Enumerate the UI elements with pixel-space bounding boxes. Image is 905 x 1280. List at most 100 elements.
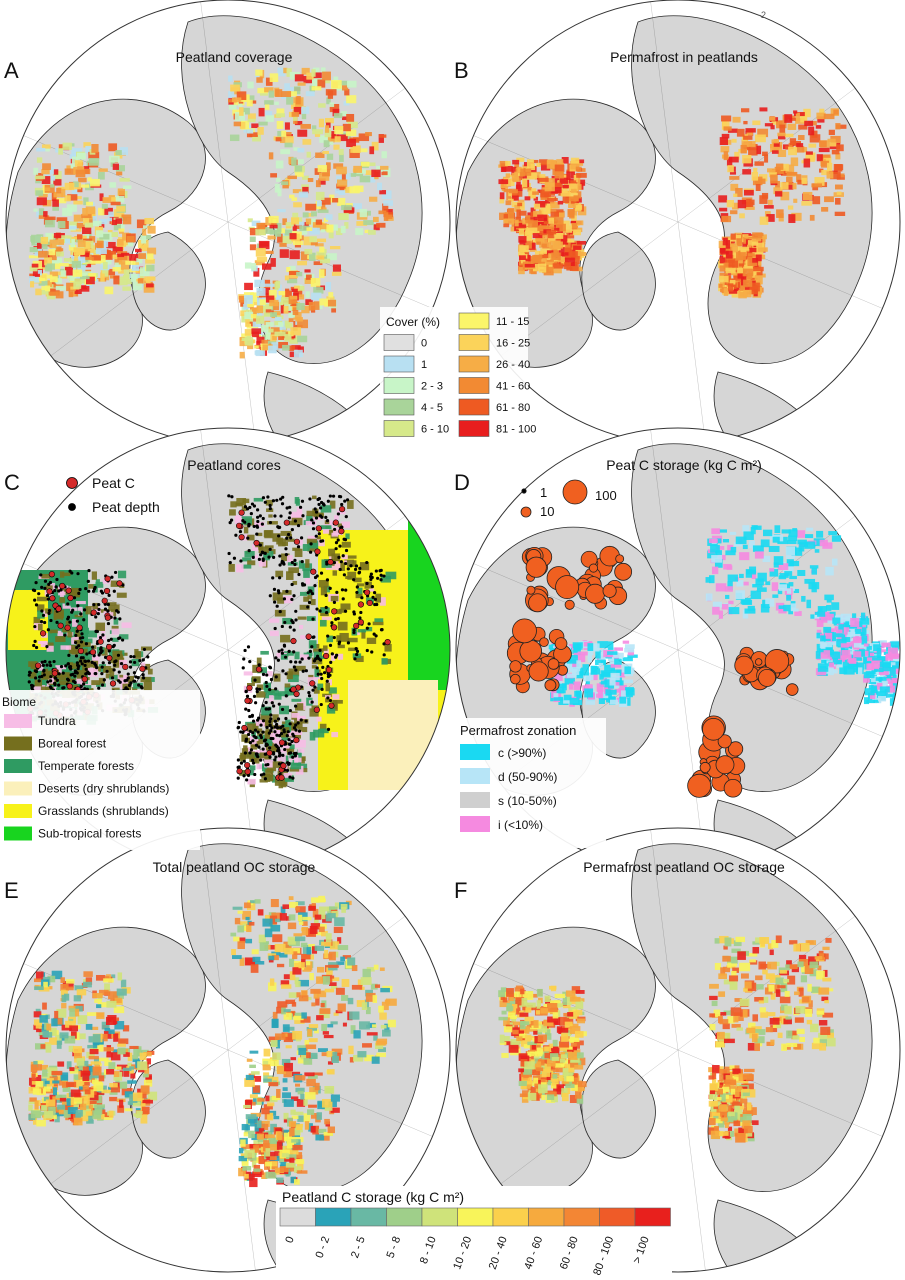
- map-cell: [528, 220, 538, 228]
- map-cell: [264, 250, 274, 255]
- map-cell: [353, 577, 362, 583]
- map-cell: [818, 168, 824, 173]
- map-cell: [312, 129, 324, 135]
- storage-bubble: [764, 649, 790, 674]
- map-cell: [707, 550, 718, 559]
- map-cell: [753, 266, 764, 272]
- core-depth-point: [228, 521, 232, 525]
- map-cell: [236, 91, 247, 101]
- map-cell: [733, 252, 739, 259]
- map-cell: [304, 269, 311, 273]
- map-cell: [304, 1121, 310, 1130]
- core-depth-point: [367, 622, 371, 626]
- map-cell: [512, 159, 520, 165]
- map-cell: [298, 919, 304, 925]
- map-cell: [745, 128, 756, 133]
- core-depth-point: [80, 662, 84, 666]
- map-cell: [516, 209, 521, 219]
- map-cell: [79, 1033, 86, 1040]
- map-cell: [614, 683, 620, 689]
- map-cell: [264, 100, 274, 105]
- map-cell: [111, 219, 117, 226]
- map-cell: [320, 505, 332, 513]
- map-cell: [325, 125, 330, 133]
- map-cell: [747, 141, 756, 147]
- map-cell: [381, 190, 392, 200]
- map-cell: [708, 538, 718, 544]
- core-depth-point: [296, 721, 300, 725]
- map-cell: [334, 136, 341, 143]
- map-cell: [95, 230, 104, 238]
- map-cell: [95, 581, 104, 588]
- map-cell: [742, 154, 752, 164]
- map-cell: [241, 1144, 251, 1149]
- border-line: [677, 221, 890, 312]
- map-cell: [270, 258, 276, 267]
- core-depth-point: [39, 620, 44, 624]
- map-cell: [533, 203, 541, 210]
- map-cell: [604, 664, 615, 672]
- core-depth-point: [275, 604, 279, 608]
- core-depth-point: [74, 640, 78, 645]
- map-cell: [711, 555, 723, 563]
- map-cell: [68, 226, 80, 230]
- map-cell: [826, 171, 834, 179]
- map-cell: [240, 925, 249, 931]
- map-cell: [268, 982, 277, 992]
- core-depth-point: [133, 660, 137, 665]
- map-cell: [289, 744, 295, 750]
- map-cell: [263, 283, 275, 287]
- map-cell: [614, 688, 624, 693]
- map-cell: [44, 216, 56, 221]
- map-cell: [295, 1087, 305, 1093]
- map-cell: [331, 305, 337, 313]
- map-cell: [256, 763, 262, 770]
- core-peatc-point: [34, 662, 42, 669]
- map-cell: [517, 202, 523, 207]
- core-peatc-point: [104, 614, 111, 621]
- map-cell: [871, 660, 882, 670]
- map-cell: [65, 620, 70, 627]
- core-depth-point: [255, 753, 259, 758]
- core-depth-point: [288, 722, 292, 726]
- map-cell: [359, 208, 367, 218]
- map-cell: [292, 307, 299, 316]
- map-cell: [81, 648, 88, 654]
- storage-bubble: [512, 618, 537, 644]
- map-cell: [610, 699, 619, 705]
- map-cell: [709, 575, 715, 584]
- core-depth-point: [340, 588, 345, 592]
- map-cell: [514, 163, 520, 170]
- map-cell: [277, 753, 286, 763]
- map-cell: [293, 285, 300, 291]
- map-cell: [785, 583, 791, 589]
- core-peatc-point: [55, 605, 62, 612]
- storage-bubble: [702, 717, 725, 741]
- map-cell: [110, 609, 117, 617]
- map-cell: [91, 143, 99, 153]
- storage-bubble: [715, 755, 735, 775]
- core-depth-point: [281, 495, 285, 499]
- map-cell: [286, 571, 294, 580]
- map-cell: [247, 218, 253, 223]
- map-cell: [269, 630, 279, 637]
- map-cell: [781, 529, 792, 534]
- map-cell: [47, 274, 53, 279]
- map-cell: [780, 191, 790, 201]
- map-cell: [719, 529, 727, 533]
- map-cell: [87, 668, 98, 677]
- map-cell: [741, 108, 750, 113]
- map-cell: [74, 286, 82, 295]
- map-cell: [738, 246, 749, 251]
- core-depth-point: [279, 725, 283, 730]
- map-cell: [73, 200, 83, 205]
- core-depth-point: [311, 521, 316, 525]
- core-depth-point: [259, 758, 263, 762]
- core-depth-point: [333, 527, 337, 532]
- core-depth-point: [133, 679, 137, 683]
- core-depth-point: [236, 776, 240, 780]
- map-cell: [374, 618, 384, 623]
- map-cell: [322, 169, 330, 177]
- map-cell: [247, 682, 255, 687]
- core-depth-point: [66, 602, 70, 606]
